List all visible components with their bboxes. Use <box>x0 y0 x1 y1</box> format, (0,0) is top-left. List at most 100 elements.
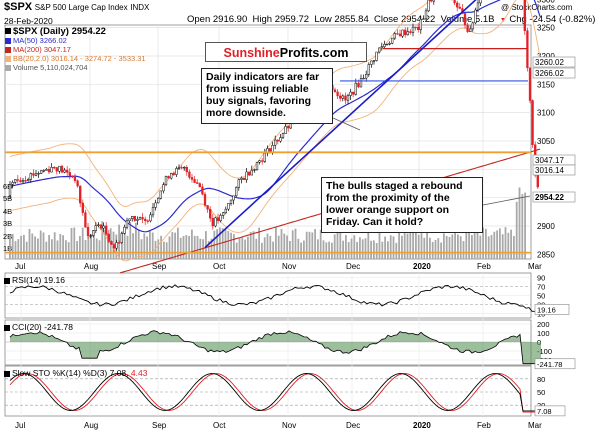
volume-bar <box>353 235 356 259</box>
candle-body <box>393 33 396 39</box>
volume-bar <box>104 229 106 259</box>
candle-body <box>146 220 149 222</box>
volume-bar <box>392 236 395 259</box>
candle-body <box>53 166 56 169</box>
candle-body <box>274 139 277 146</box>
candle-body <box>414 26 417 29</box>
volume-bar <box>266 233 269 259</box>
volume-bar <box>356 241 358 259</box>
volume-bar <box>473 228 476 259</box>
candle-body <box>253 169 256 171</box>
volume-bar <box>429 237 431 259</box>
volume-bar <box>81 227 84 259</box>
volume-bar <box>513 235 515 259</box>
volume-bar <box>171 232 174 259</box>
volume-bar <box>423 237 426 259</box>
candle-body <box>396 33 399 35</box>
chart-header: $SPX S&P 500 Large Cap Index INDX <box>4 1 149 13</box>
legend-volume: Volume 5,110,024,704 <box>5 63 146 72</box>
candle-body <box>346 95 350 101</box>
candle-body <box>279 137 282 142</box>
volume-bar <box>238 237 241 259</box>
volume-bar <box>485 228 487 259</box>
volume-bar <box>126 235 129 259</box>
candle-body <box>365 74 368 79</box>
volume-tick-5B: 5B <box>3 194 12 203</box>
candle-body <box>216 217 220 221</box>
volume-bar <box>361 239 364 259</box>
volume-bar <box>359 237 361 259</box>
volume-bar <box>132 233 134 259</box>
price-tick-3200: 3200 <box>537 52 555 61</box>
volume-bar <box>25 241 28 259</box>
volume-bar <box>403 231 406 259</box>
volume-bar <box>448 236 451 259</box>
volume-bar <box>249 232 252 259</box>
volume-bar <box>137 229 140 259</box>
volume-bar <box>370 240 372 259</box>
volume-bar <box>48 235 50 259</box>
volume-bar <box>157 239 160 259</box>
candle-body <box>40 170 43 174</box>
volume-bar <box>451 234 454 259</box>
candle-body <box>167 175 170 179</box>
cci-label: CCI(20) -241.78 <box>4 322 73 332</box>
candle-body <box>229 199 233 204</box>
volume-bar <box>322 240 325 259</box>
candle-body <box>237 179 240 188</box>
volume-bar <box>227 231 230 259</box>
candle-body <box>458 6 461 9</box>
rsi-label: RSI(14) 19.16 <box>4 275 65 285</box>
cci-value-box <box>534 358 576 370</box>
candle-body <box>123 226 126 234</box>
candle-body <box>411 26 415 33</box>
candle-body <box>63 169 66 173</box>
candle-body <box>245 171 248 181</box>
volume-bar <box>202 239 204 259</box>
volume-tick-1B: 1B <box>3 244 12 253</box>
candle-body <box>16 179 19 181</box>
annotation-arrow-bottom <box>482 195 531 206</box>
month-label-bottom-Feb: Feb <box>477 421 491 430</box>
volume-bar <box>342 240 344 259</box>
volume-bar <box>196 235 199 259</box>
candle-body <box>183 166 186 169</box>
rsi-value-box <box>534 304 570 315</box>
volume-bar <box>387 241 389 259</box>
volume-tick-6B: 6B <box>3 182 12 191</box>
sto-tick-50: 50 <box>537 388 545 397</box>
volume-bar <box>291 230 294 259</box>
annotation-top: Daily indicators are far from issuing re… <box>201 68 333 124</box>
price-marker-box <box>532 191 576 203</box>
candle-body <box>417 26 420 30</box>
candle-body <box>453 0 456 4</box>
candle-body <box>531 100 534 145</box>
volume-bar <box>440 242 442 259</box>
volume-bar <box>426 224 428 259</box>
candle-body <box>102 225 105 229</box>
volume-bar <box>504 227 507 259</box>
volume-bar <box>434 240 437 259</box>
month-label-bottom-Sep: Sep <box>152 421 167 430</box>
volume-bar <box>42 232 45 259</box>
volume-bar <box>490 235 493 259</box>
price-marker-3: 3016.14 <box>535 166 564 175</box>
volume-bar <box>454 228 456 259</box>
candle-body <box>97 224 100 226</box>
candle-body <box>141 217 144 220</box>
month-label-Sep: Sep <box>152 262 167 271</box>
candle-body <box>144 218 147 221</box>
candle-body <box>14 179 17 183</box>
volume-bar <box>247 236 249 259</box>
candle-body <box>19 180 22 183</box>
candle-body <box>120 233 123 243</box>
candle-body <box>474 9 477 24</box>
volume-bar <box>493 231 496 259</box>
volume-bar <box>459 236 462 259</box>
volume-bar <box>275 227 277 259</box>
candle-body <box>133 215 136 221</box>
candle-body <box>71 175 74 178</box>
volume-bar <box>468 232 470 259</box>
candle-body <box>419 19 422 30</box>
cci-tick-200: 200 <box>537 320 550 329</box>
